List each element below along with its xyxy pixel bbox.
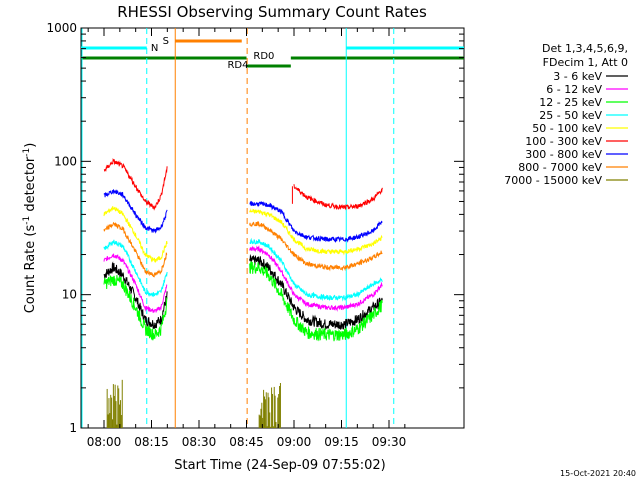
plot-frame (80, 27, 465, 429)
x-tick-label-0: 08:00 (87, 435, 122, 449)
legend: Det 1,3,4,5,6,9, FDecim 1, Att 0 3 - 6 k… (504, 42, 628, 187)
series-7-segment-2 (249, 221, 383, 272)
y-tick-label-2: 100 (54, 154, 77, 168)
event-vertical-lines (81, 28, 395, 428)
series-0-segment-2 (249, 253, 383, 331)
instrument-state-labels: NS RD4 RD0 (151, 36, 274, 71)
state-label-rd4: RD4 (227, 60, 248, 71)
legend-label-8: 7000 - 15000 keV (504, 174, 602, 187)
series-3-segment-2 (249, 237, 383, 302)
series-6-segment-1 (103, 189, 168, 234)
legend-label-3: 25 - 50 keV (539, 109, 602, 122)
y-axis-label-prefix: Count Rate (s (23, 225, 38, 314)
x-axis-label: Start Time (24-Sep-09 07:55:02) (174, 458, 385, 473)
series-1-segment-1 (103, 253, 168, 313)
series-6-segment-2 (249, 200, 383, 243)
y-tick-label-0: 1 (69, 421, 77, 435)
series-4-segment-1 (103, 206, 168, 263)
x-tick-label-3: 08:45 (229, 435, 264, 449)
series-1-segment-2 (249, 245, 383, 312)
legend-header-line-2: FDecim 1, Att 0 (543, 56, 628, 69)
series-4-segment-2 (249, 208, 383, 256)
high-energy-spikes (106, 379, 281, 428)
legend-label-5: 100 - 300 keV (525, 135, 602, 148)
legend-label-2: 12 - 25 keV (539, 96, 602, 109)
y-axis-label: Count Rate (s-1 detector-1) (22, 143, 38, 314)
series-layer (103, 157, 383, 342)
series-5-segment-2 (293, 184, 383, 211)
series-2-segment-1 (103, 274, 168, 341)
state-label-n: N (151, 43, 158, 54)
y-axis-label-exponent-2: -1 (22, 148, 32, 157)
generation-timestamp: 15-Oct-2021 20:40 (560, 469, 636, 478)
y-axis-label-exponent: -1 (22, 216, 32, 225)
y-tick-label-1: 10 (62, 288, 77, 302)
series-2-segment-2 (249, 261, 383, 342)
instrument-state-bars (81, 39, 464, 68)
x-axis-ticks: 08:00 08:15 08:30 08:45 09:00 09:15 09:30 (87, 28, 407, 449)
legend-label-4: 50 - 100 keV (532, 122, 602, 135)
y-axis-label-suffix: detector (23, 156, 38, 216)
y-axis-ticks: 1 10 100 1000 (46, 21, 464, 435)
legend-header-line-1: Det 1,3,4,5,6,9, (542, 42, 628, 55)
x-tick-label-1: 08:15 (134, 435, 169, 449)
x-tick-label-5: 09:15 (324, 435, 359, 449)
chart-title: RHESSI Observing Summary Count Rates (117, 3, 427, 21)
series-5-segment-1 (103, 157, 168, 211)
series-7-segment-1 (103, 221, 168, 278)
legend-label-6: 300 - 800 keV (525, 148, 602, 161)
y-tick-label-3: 1000 (46, 21, 77, 35)
x-tick-label-4: 09:00 (277, 435, 312, 449)
state-label-s: S (163, 36, 169, 47)
legend-label-0: 3 - 6 keV (553, 70, 602, 83)
legend-label-7: 800 - 7000 keV (518, 161, 602, 174)
series-0-segment-1 (103, 261, 168, 330)
x-tick-label-2: 08:30 (182, 435, 217, 449)
series-3-segment-1 (103, 239, 168, 298)
legend-label-1: 6 - 12 keV (546, 83, 602, 96)
y-axis-label-close: ) (23, 143, 38, 148)
state-label-rd0: RD0 (253, 51, 274, 62)
x-tick-label-6: 09:30 (372, 435, 407, 449)
